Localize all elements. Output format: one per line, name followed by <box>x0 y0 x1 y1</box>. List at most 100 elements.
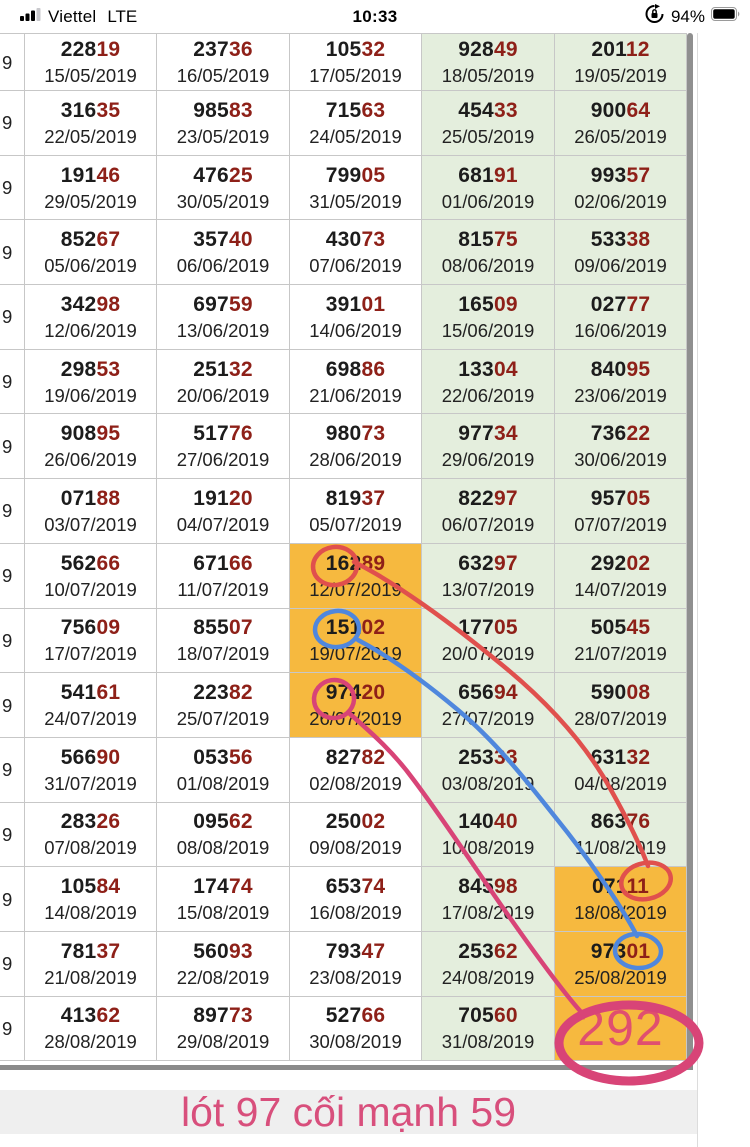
result-number: 79905 <box>325 163 386 187</box>
result-cell: 95705 07/07/2019 <box>554 478 687 544</box>
result-date: 05/06/2019 <box>44 255 137 277</box>
result-number: 89773 <box>193 1004 253 1028</box>
result-number: 02777 <box>590 292 651 316</box>
result-date: 13/06/2019 <box>176 319 270 341</box>
result-cell: 19120 04/07/2019 <box>156 478 290 544</box>
result-cell: 70560 31/08/2019 <box>421 995 555 1062</box>
result-date: 17/07/2019 <box>44 643 137 665</box>
result-cell: 82782 02/08/2019 <box>289 736 422 803</box>
result-date: 29/08/2019 <box>176 1031 270 1053</box>
result-cell: 90064 26/05/2019 <box>554 90 687 156</box>
result-number: 75609 <box>60 616 121 640</box>
partial-date-digit: 9 <box>2 435 13 457</box>
result-date: 25/08/2019 <box>574 966 667 988</box>
result-cell: 73622 30/06/2019 <box>554 413 687 480</box>
result-date: 24/05/2019 <box>309 125 402 147</box>
table-row: 9 22819 15/05/2019 23736 16/05/2019 10532 17/0… <box>0 33 687 91</box>
result-number: 25362 <box>458 939 518 963</box>
result-number: 85267 <box>60 228 121 252</box>
result-cell: 52766 30/08/2019 <box>289 995 422 1062</box>
clock: 10:33 <box>352 6 398 26</box>
result-date: 07/08/2019 <box>44 837 137 859</box>
result-cell: 75609 17/07/2019 <box>24 607 157 674</box>
result-number: 10584 <box>60 875 121 899</box>
result-date: 11/08/2019 <box>574 837 667 859</box>
result-date: 04/07/2019 <box>176 513 270 535</box>
big-number-292: 292 <box>577 1000 664 1057</box>
result-cell: 97734 29/06/2019 <box>421 413 555 480</box>
result-cell: 81937 05/07/2019 <box>289 478 422 544</box>
result-date: 03/07/2019 <box>44 513 137 535</box>
partial-date-digit: 9 <box>2 953 13 975</box>
result-number: 14040 <box>458 810 518 834</box>
result-cell: 05356 01/08/2019 <box>156 736 290 803</box>
result-number: 71563 <box>325 98 386 122</box>
table-row: 9 34298 12/06/2019 69759 13/06/2019 39101 14/0… <box>0 284 687 350</box>
table-row: 9 90895 26/06/2019 51776 27/06/2019 98073 28/0… <box>0 413 687 480</box>
vertical-scrollbar[interactable] <box>687 33 693 1065</box>
result-number: 20112 <box>591 38 650 61</box>
table-bottom-border <box>0 1065 693 1070</box>
result-number: 19146 <box>60 163 121 187</box>
result-number: 56266 <box>60 551 121 575</box>
result-number: 69759 <box>193 292 253 316</box>
result-date: 12/07/2019 <box>309 578 402 600</box>
battery-percent: 94% <box>670 6 705 26</box>
result-date: 10/08/2019 <box>441 837 535 859</box>
result-cell: 65694 27/07/2019 <box>421 672 555 738</box>
result-date: 19/07/2019 <box>309 643 402 665</box>
result-cell: 56093 22/08/2019 <box>156 930 290 997</box>
result-number: 54161 <box>60 681 121 705</box>
result-number: 28326 <box>60 810 121 834</box>
result-date: 21/07/2019 <box>574 643 667 665</box>
result-cell: 54161 24/07/2019 <box>24 672 157 738</box>
result-date: 26/05/2019 <box>574 125 667 147</box>
network-label: LTE <box>107 6 138 26</box>
table-row: 9 56690 31/07/2019 05356 01/08/2019 82782 02/0… <box>0 736 687 803</box>
result-cell: 90895 26/06/2019 <box>24 413 157 480</box>
result-date: 14/06/2019 <box>309 319 402 341</box>
result-cell: 56690 31/07/2019 <box>24 736 157 803</box>
partial-date-cell: 9 <box>0 801 25 868</box>
result-cell: 63297 13/07/2019 <box>421 542 555 609</box>
result-number: 52766 <box>325 1004 386 1028</box>
partial-date-digit: 9 <box>2 112 13 134</box>
result-number: 05356 <box>193 745 253 769</box>
result-number: 10532 <box>325 38 386 61</box>
result-number: 41362 <box>60 1004 121 1028</box>
result-date: 30/05/2019 <box>176 190 270 212</box>
result-cell: 53338 09/06/2019 <box>554 219 687 286</box>
result-date: 15/05/2019 <box>44 65 137 86</box>
result-date: 26/07/2019 <box>309 708 402 730</box>
lottery-results-table-wrap: 9 22819 15/05/2019 23736 16/05/2019 10532 17/0… <box>0 33 698 1062</box>
table-row: 9 78137 21/08/2019 56093 22/08/2019 79347 23/0… <box>0 930 687 997</box>
result-number: 59008 <box>590 681 651 705</box>
result-number: 99357 <box>590 163 651 187</box>
result-cell: 97420 26/07/2019 <box>289 672 422 738</box>
result-date: 17/08/2019 <box>441 902 535 924</box>
result-date: 10/07/2019 <box>44 578 137 600</box>
result-cell: 41362 28/08/2019 <box>24 995 157 1062</box>
partial-date-cell: 9 <box>0 90 25 156</box>
result-cell: 16509 15/06/2019 <box>421 284 555 350</box>
result-cell: 17705 20/07/2019 <box>421 607 555 674</box>
result-date: 19/05/2019 <box>574 65 667 86</box>
result-date: 01/06/2019 <box>441 190 535 212</box>
result-number: 29202 <box>590 551 651 575</box>
result-cell: 79347 23/08/2019 <box>289 930 422 997</box>
result-number: 25333 <box>458 745 518 769</box>
result-date: 17/05/2019 <box>309 65 402 86</box>
result-date: 18/07/2019 <box>176 643 270 665</box>
result-cell: 86376 11/08/2019 <box>554 801 687 868</box>
result-date: 24/07/2019 <box>44 708 137 730</box>
result-cell: 67166 11/07/2019 <box>156 542 290 609</box>
partial-date-cell: 9 <box>0 866 25 932</box>
result-number: 82297 <box>458 486 518 510</box>
table-row: 9 07188 03/07/2019 19120 04/07/2019 81937 05/0… <box>0 478 687 544</box>
result-cell: 29202 14/07/2019 <box>554 542 687 609</box>
result-cell: 92849 18/05/2019 <box>421 33 555 91</box>
result-cell: 99357 02/06/2019 <box>554 154 687 221</box>
result-date: 01/08/2019 <box>176 772 270 794</box>
result-number: 95705 <box>590 486 651 510</box>
result-cell: 23736 16/05/2019 <box>156 33 290 91</box>
